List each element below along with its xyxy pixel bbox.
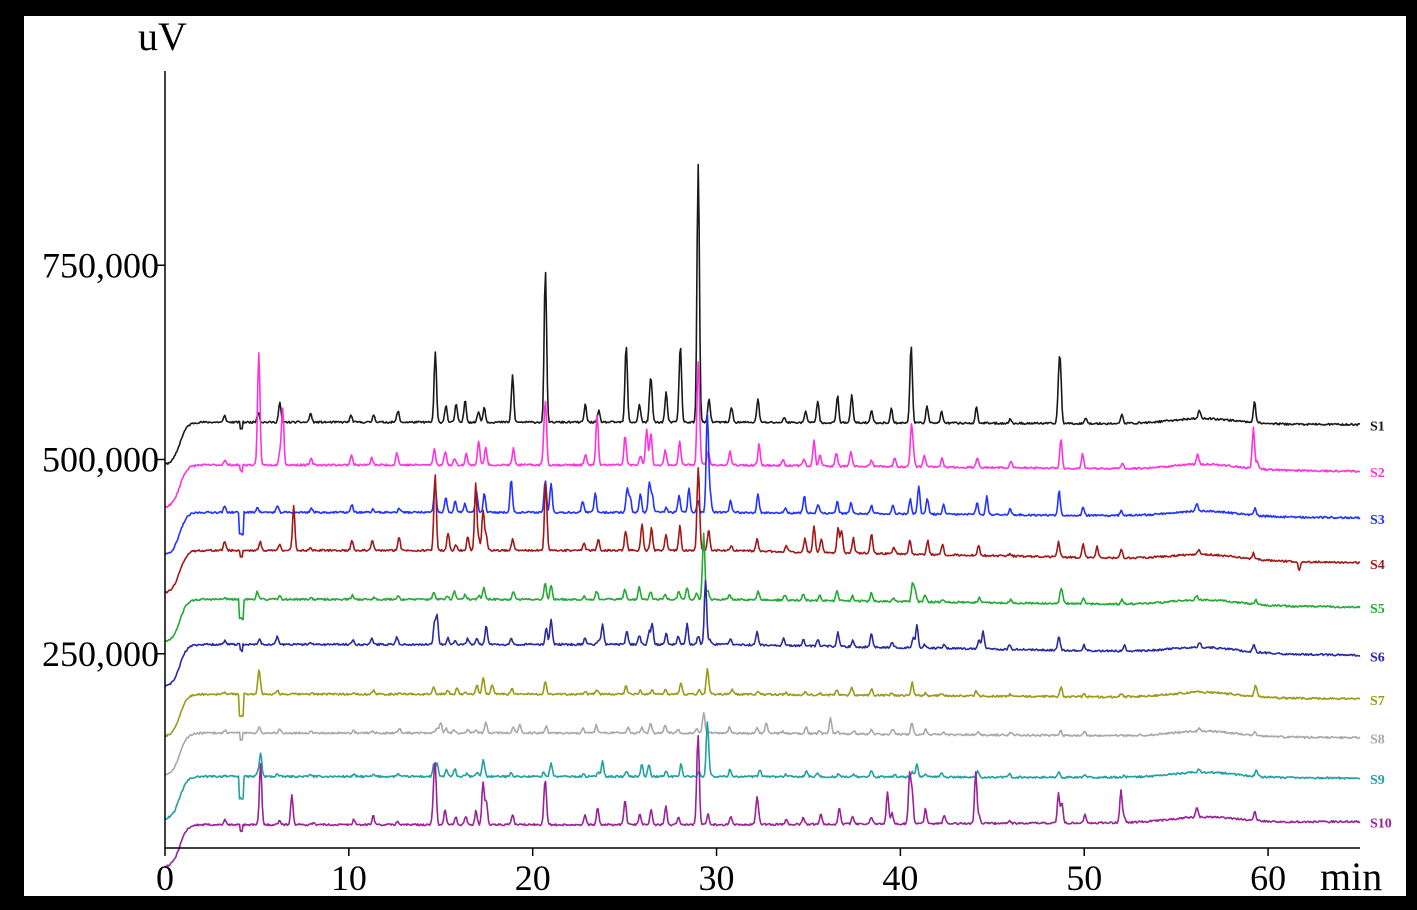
y-tick-label: 250,000 — [42, 634, 159, 674]
series-labels: S1 S2 S3 S4 S5 S6 S7 S8 S9 S10 — [1370, 420, 1392, 832]
series-line-s6 — [164, 579, 1361, 688]
y-axis-title: uV — [138, 16, 187, 59]
x-tick-label: 30 — [699, 858, 735, 896]
x-tick-label: 60 — [1250, 858, 1286, 896]
series-label-s8: S8 — [1370, 733, 1385, 748]
series-label-s2: S2 — [1370, 466, 1385, 481]
y-ticks: 250,000 500,000 750,000 — [42, 245, 165, 674]
series-label-s3: S3 — [1370, 513, 1385, 528]
chromatogram-chart-area: 0 10 20 30 40 50 60 250,000 500,000 750,000 S1 S2… — [24, 16, 1406, 896]
chromatogram-chart: 0 10 20 30 40 50 60 250,000 500,000 750,000 S1 S2… — [42, 16, 1392, 896]
axes — [164, 71, 1360, 849]
y-tick-label: 500,000 — [42, 440, 159, 480]
series-line-s9 — [164, 721, 1361, 820]
series-label-s4: S4 — [1370, 558, 1385, 573]
x-tick-label: 10 — [331, 858, 367, 896]
series-line-s7 — [164, 667, 1361, 738]
series-line-s10 — [164, 734, 1361, 869]
series-line-s1 — [164, 163, 1361, 466]
series-line-s8 — [164, 711, 1361, 776]
series-line-s4 — [164, 467, 1361, 594]
series-line-s2 — [165, 352, 1361, 509]
x-tick-label: 20 — [515, 858, 551, 896]
series-traces — [164, 163, 1361, 869]
series-label-s6: S6 — [1370, 650, 1385, 665]
series-label-s9: S9 — [1370, 773, 1385, 788]
x-axis-title: min — [1320, 854, 1382, 896]
y-tick-label: 750,000 — [42, 245, 159, 285]
x-tick-label: 40 — [882, 858, 918, 896]
series-line-s3 — [164, 411, 1361, 556]
series-label-s1: S1 — [1370, 420, 1385, 435]
series-line-s5 — [164, 532, 1361, 643]
series-label-s5: S5 — [1370, 602, 1385, 617]
series-label-s10: S10 — [1370, 817, 1392, 832]
series-label-s7: S7 — [1370, 694, 1385, 709]
x-tick-label: 0 — [156, 858, 174, 896]
x-ticks: 0 10 20 30 40 50 60 — [156, 848, 1286, 896]
x-tick-label: 50 — [1066, 858, 1102, 896]
